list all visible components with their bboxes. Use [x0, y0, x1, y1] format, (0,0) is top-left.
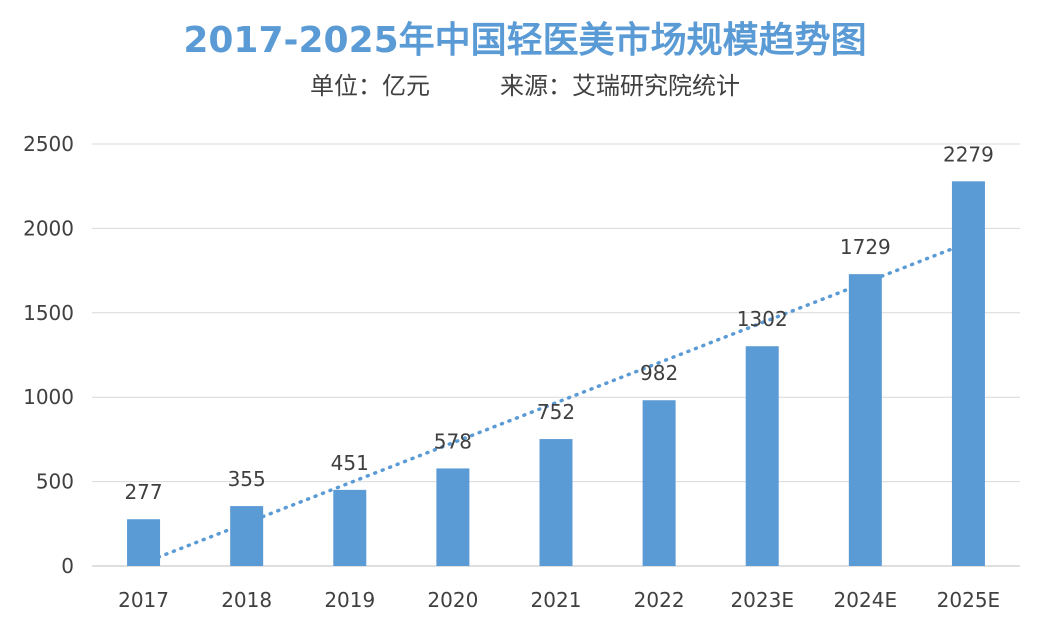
x-tick-label: 2019 [324, 588, 375, 612]
data-label: 752 [537, 400, 575, 424]
data-label: 451 [331, 451, 369, 475]
y-tick-label: 0 [61, 554, 74, 578]
x-tick-label: 2020 [427, 588, 478, 612]
data-label: 1729 [840, 235, 891, 259]
bar-2019 [333, 489, 367, 566]
bar-2021 [539, 439, 573, 566]
data-label: 355 [228, 467, 266, 491]
chart-subtitle: 单位：亿元 来源：艾瑞研究院统计 [0, 70, 1050, 102]
data-label: 578 [434, 429, 472, 453]
bar-2018 [230, 506, 264, 566]
x-tick-label: 2017 [118, 588, 169, 612]
x-tick-label: 2018 [221, 588, 272, 612]
data-label: 982 [640, 361, 678, 385]
x-tick-label: 2025E [937, 588, 1001, 612]
source-label: 来源：艾瑞研究院统计 [500, 72, 740, 100]
y-tick-label: 2500 [23, 132, 74, 156]
bar-2020 [436, 468, 470, 566]
bar-2023E [745, 346, 779, 566]
x-tick-label: 2024E [834, 588, 898, 612]
unit-label: 单位：亿元 [310, 72, 430, 100]
data-label: 2279 [943, 142, 994, 166]
data-label: 277 [124, 480, 162, 504]
x-tick-label: 2023E [730, 588, 794, 612]
bar-2017 [127, 519, 161, 566]
bar-2024E [848, 274, 882, 566]
x-axis: 2017 2018 2019 2020 2021 2022 2023E 2024E 2025E [118, 588, 1000, 612]
trendline [141, 240, 971, 565]
y-tick-label: 1500 [23, 301, 74, 325]
chart-title: 2017-2025年中国轻医美市场规模趋势图 [183, 20, 867, 61]
x-tick-label: 2021 [531, 588, 582, 612]
data-labels: 277 355 451 578 752 982 1302 1729 2279 [124, 142, 993, 504]
x-tick-label: 2022 [634, 588, 685, 612]
y-axis: 0 500 1000 1500 2000 2500 [23, 132, 74, 578]
y-tick-label: 1000 [23, 385, 74, 409]
data-label: 1302 [737, 307, 788, 331]
y-tick-label: 500 [36, 470, 74, 494]
bar-2022 [642, 400, 676, 566]
bars [127, 181, 985, 566]
bar-2025E [951, 181, 985, 566]
trendline-line [141, 240, 971, 565]
y-tick-label: 2000 [23, 216, 74, 240]
